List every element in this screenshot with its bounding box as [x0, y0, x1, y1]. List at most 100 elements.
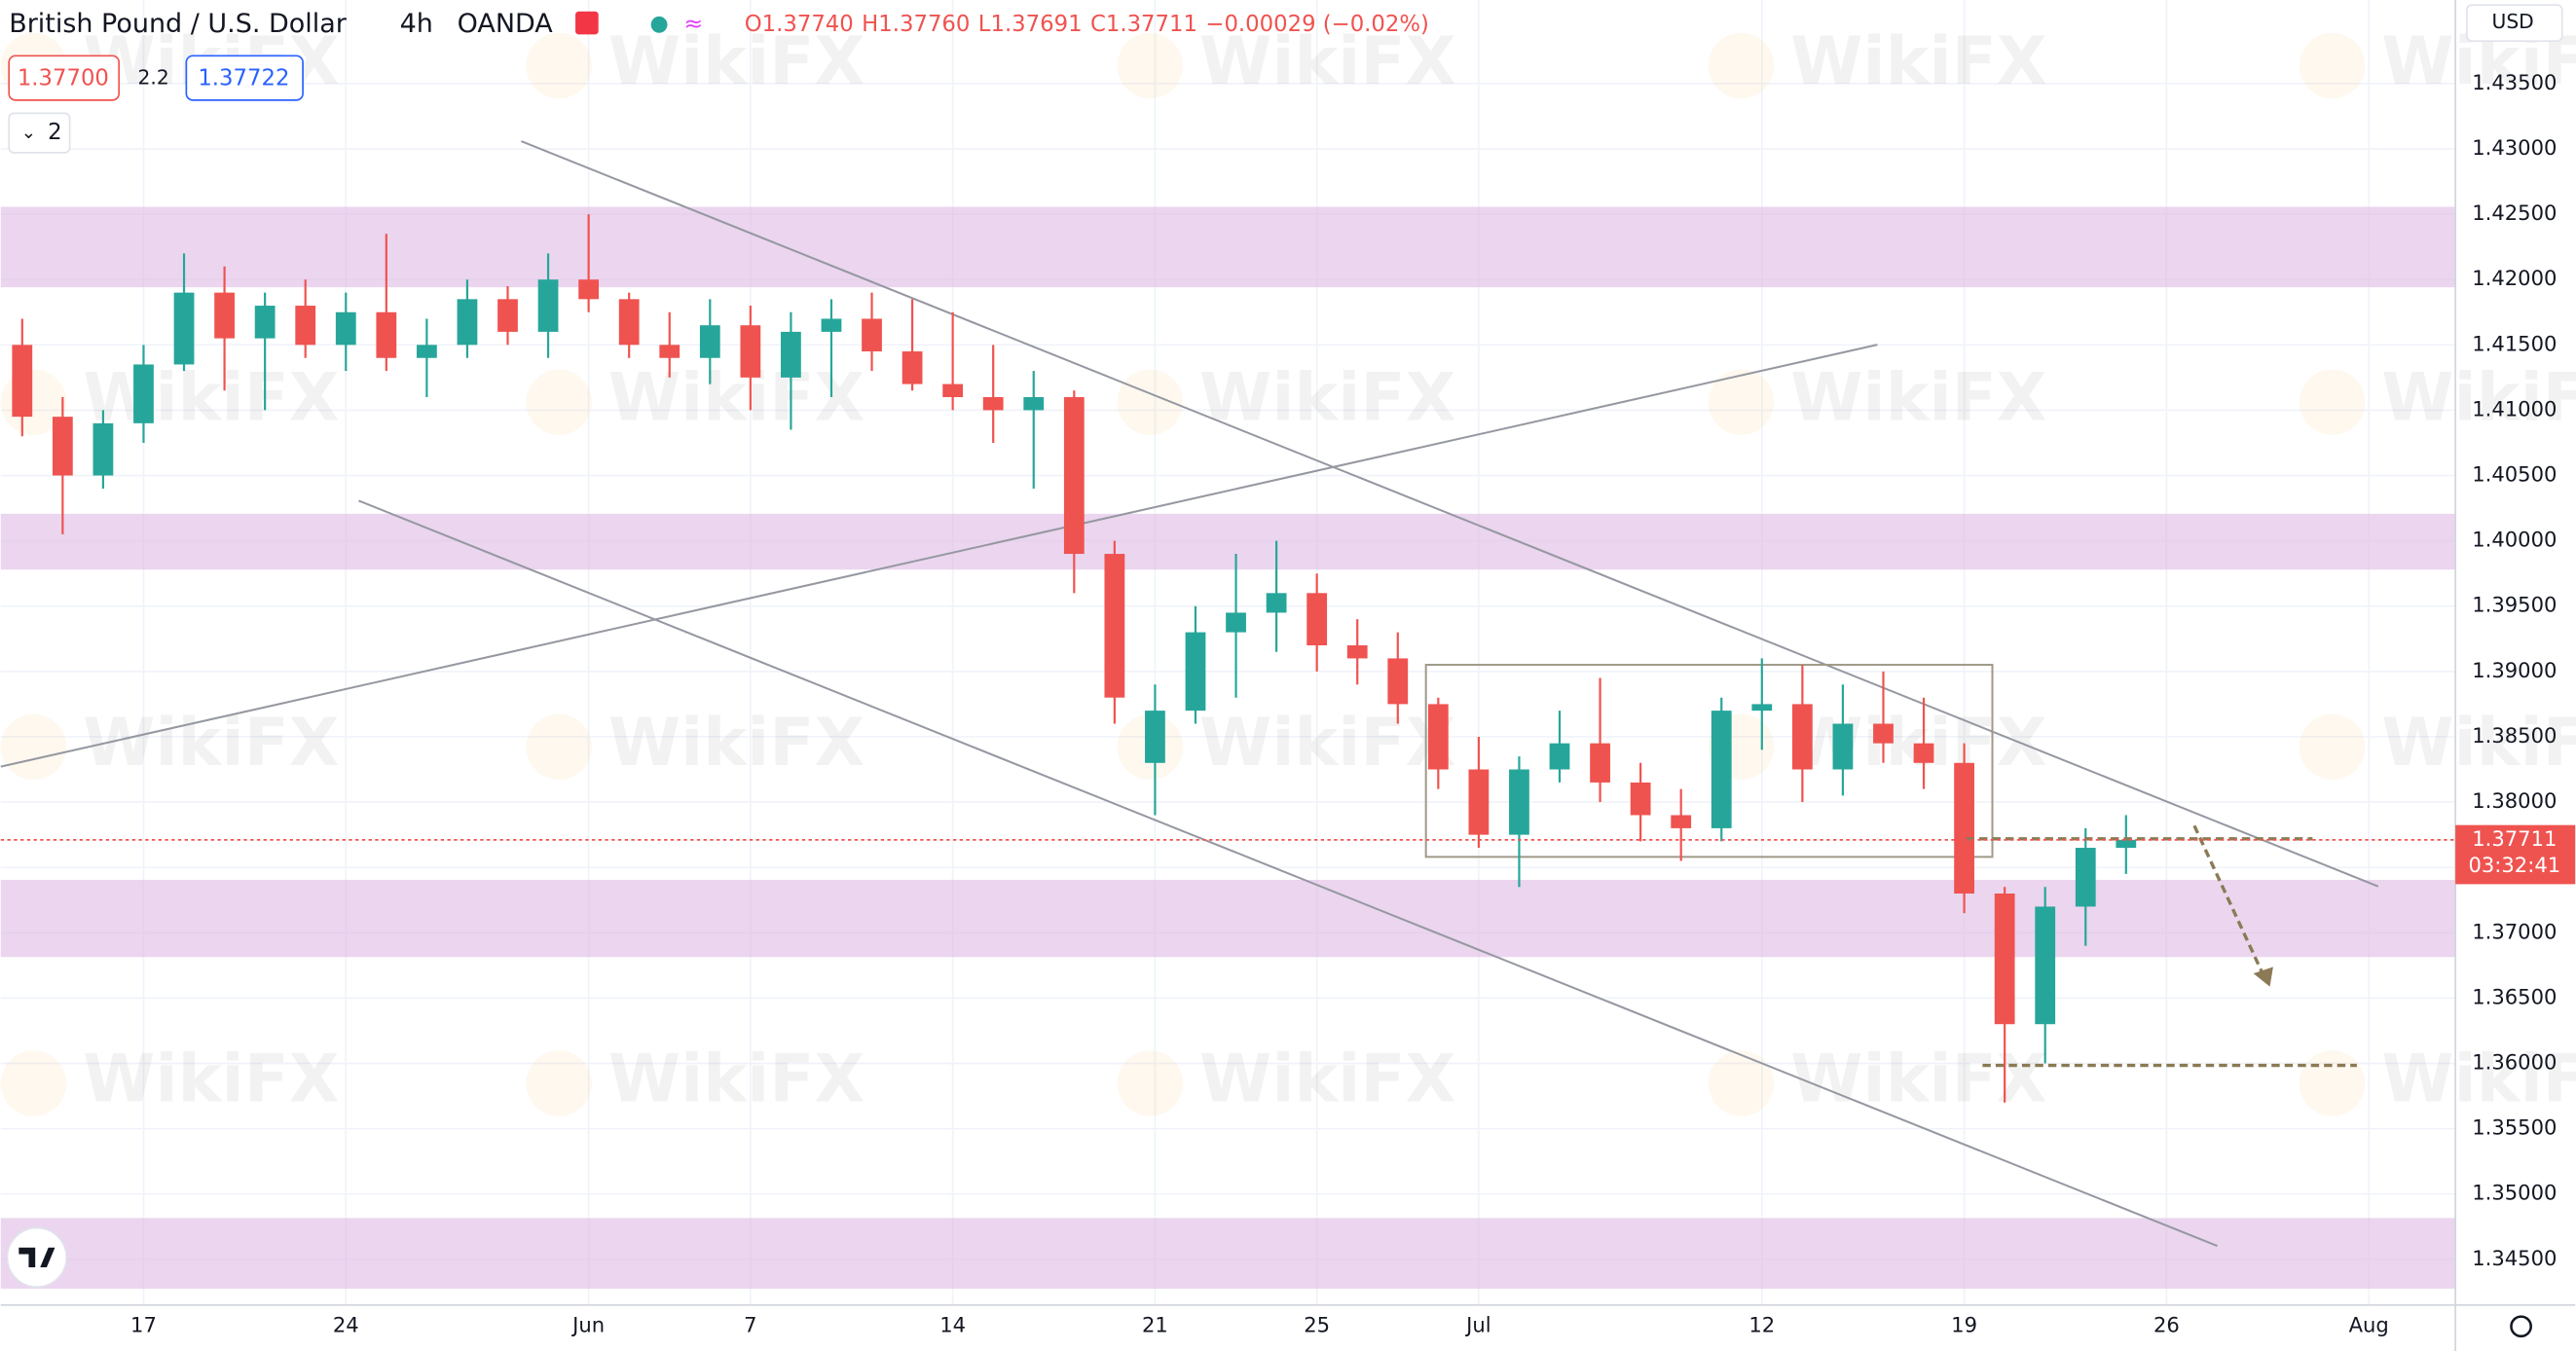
projections	[1966, 824, 2357, 1068]
watermark-icon	[2299, 713, 2366, 781]
candle-body	[1711, 711, 1732, 828]
trend-line	[0, 344, 1878, 768]
candle-body	[781, 331, 801, 378]
watermark: WikiFX	[2381, 704, 2576, 781]
spread: 2.2	[138, 65, 169, 89]
x-tick-label: 24	[333, 1313, 359, 1337]
candle-body	[1590, 743, 1610, 783]
interval: 4h	[400, 9, 433, 39]
y-tick-label: 1.39500	[2472, 593, 2557, 617]
y-tick-label: 1.41000	[2472, 396, 2557, 420]
y-tick-label: 1.39000	[2472, 658, 2557, 682]
ohlc-value: L1.37691	[978, 12, 1083, 37]
currency: USD	[2492, 10, 2534, 33]
watermark-icon	[526, 1050, 592, 1116]
watermark-icon	[1117, 1050, 1184, 1116]
candle-body	[1994, 894, 2015, 1025]
candle-body	[1427, 704, 1449, 770]
ask-box[interactable]	[185, 55, 304, 101]
y-tick-label: 1.37000	[2472, 919, 2557, 943]
flag-icon[interactable]	[575, 11, 599, 35]
watermark: WikiFX	[83, 704, 340, 781]
ohlc-legend: O1.37740 H1.37760 L1.37691 C1.37711 −0.00029…	[745, 12, 1429, 37]
y-tick-label: 1.35000	[2472, 1181, 2557, 1205]
candle-body	[1185, 632, 1206, 712]
candle-body	[295, 306, 316, 346]
candle-body	[1346, 645, 1368, 659]
ohlc-value: O1.37740	[745, 12, 854, 37]
bid-box[interactable]	[8, 55, 121, 101]
indicator-toggle[interactable]	[8, 112, 71, 154]
candle-body	[2035, 906, 2056, 1025]
symbol: British Pound / U.S. Dollar	[9, 9, 348, 39]
y-tick-label: 1.38500	[2472, 723, 2557, 748]
candle-body	[1509, 769, 1529, 835]
candle-body	[902, 351, 923, 384]
candle-body	[1226, 612, 1246, 633]
watermark: WikiFX	[608, 22, 865, 99]
candle-body	[1023, 397, 1045, 411]
drawings	[0, 140, 2379, 1248]
candle-body	[982, 397, 1004, 411]
y-tick-label: 1.42500	[2472, 201, 2557, 225]
countdown: 03:32:41	[2468, 853, 2560, 877]
candle-body	[12, 345, 33, 418]
watermark-icon	[1708, 1050, 1775, 1116]
watermark-icon	[526, 369, 592, 435]
candle-body	[659, 345, 681, 358]
watermark: WikiFX	[1790, 359, 2047, 436]
logo[interactable]	[6, 1226, 68, 1289]
candle-body	[821, 318, 842, 332]
candle-body	[1104, 554, 1125, 698]
last-price-box	[2455, 824, 2576, 885]
candle-body	[1549, 743, 1570, 770]
ask: 1.37722	[198, 65, 289, 91]
x-tick-label: 19	[1951, 1313, 1977, 1337]
watermark: WikiFX	[608, 1041, 865, 1117]
axes: 1.43500 1.43000 1.42500 1.42000 1.41500 1.410…	[130, 70, 2557, 1337]
candle-body	[52, 417, 73, 476]
candle-body	[133, 364, 154, 423]
candle-body	[1913, 743, 1934, 763]
exchange: OANDA	[458, 9, 554, 39]
candle-body	[699, 325, 720, 358]
watermark: WikiFX	[2381, 359, 2576, 436]
zone	[0, 1218, 2456, 1289]
watermark-icon	[1117, 369, 1184, 435]
candle-body	[862, 318, 882, 352]
arrow	[2192, 824, 2265, 976]
candle-body	[214, 292, 235, 339]
watermark: WikiFX	[2381, 1041, 2576, 1117]
x-tick-label: 26	[2153, 1313, 2180, 1337]
y-tick-label: 1.43500	[2472, 70, 2557, 94]
settings-icon[interactable]	[2510, 1315, 2532, 1338]
watermark: WikiFX	[1790, 704, 2047, 781]
x-tick-label: 7	[744, 1313, 756, 1337]
candle-body	[1751, 704, 1773, 712]
candle-body	[1671, 815, 1692, 828]
candle-body	[254, 306, 276, 339]
candle-body	[1387, 658, 1409, 705]
y-tick-label: 1.41500	[2472, 331, 2557, 355]
candle-body	[1630, 782, 1651, 816]
candle-body	[537, 279, 559, 332]
watermark-icon	[1708, 369, 1775, 435]
y-tick-label: 1.42000	[2472, 266, 2557, 290]
watermark: WikiFX	[1199, 704, 1456, 781]
y-tick-label: 1.38000	[2472, 788, 2557, 813]
trend-line	[358, 499, 2218, 1248]
currency-button[interactable]	[2466, 4, 2563, 43]
watermark: WikiFX	[83, 1041, 340, 1117]
candle-body	[1145, 711, 1165, 763]
watermark-icon	[2299, 32, 2366, 99]
watermark-icon	[1117, 32, 1184, 99]
watermark-icon	[1708, 32, 1775, 99]
watermark: WikiFX	[1199, 1041, 1456, 1117]
y-tick-label: 1.36500	[2472, 984, 2557, 1008]
watermark-icon	[2299, 1050, 2366, 1116]
candle-body	[578, 279, 600, 300]
watermark: WikiFX	[83, 359, 340, 436]
candle-body	[1832, 723, 1854, 770]
watermark: WikiFX	[608, 704, 865, 781]
